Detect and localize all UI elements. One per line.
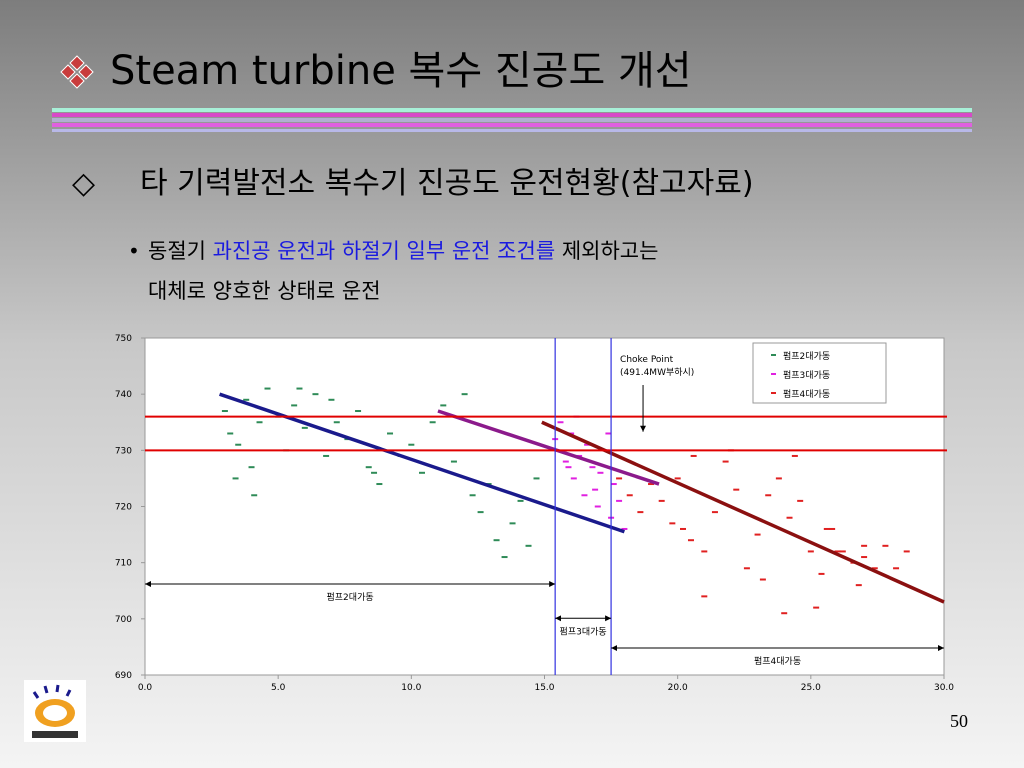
- bullet-part: 제외하고는: [555, 239, 658, 263]
- title-icon: [60, 55, 94, 89]
- y-tick-label: 690: [115, 671, 132, 681]
- slide-title: Steam turbine 복수 진공도 개선: [110, 48, 692, 94]
- x-tick-label: 5.0: [271, 683, 286, 693]
- bullet-highlight: 과진공 운전과 하절기 일부 운전 조건를: [213, 239, 556, 263]
- y-tick-label: 730: [115, 446, 132, 456]
- subtitle-symbol: ◇: [72, 166, 95, 201]
- annotation-text: Choke Point: [620, 355, 674, 365]
- y-tick-label: 740: [115, 390, 132, 400]
- chart: 690 700 710 720 730 740 750 0.0 5.0 10.0 15.0 20.0 2…: [115, 334, 954, 693]
- trend-line: [541, 420, 945, 604]
- legend-label: 펌프2대가동: [783, 350, 830, 362]
- subtitle: 타 기력발전소 복수기 진공도 운전현황(참고자료): [140, 166, 754, 201]
- logo: [24, 680, 86, 742]
- y-tick-label: 720: [115, 503, 132, 513]
- x-tick-label: 25.0: [801, 683, 821, 693]
- trend-line: [437, 409, 660, 486]
- bullet-text: 동절기 과진공 운전과 하절기 일부 운전 조건를 제외하고는: [148, 239, 658, 263]
- page-number: 50: [950, 711, 968, 731]
- bullet-line2: 대체로 양호한 상태로 운전: [148, 279, 381, 303]
- y-tick-label: 700: [115, 615, 132, 625]
- annotation-text: (491.4MW부하시): [620, 367, 694, 378]
- x-tick-label: 15.0: [534, 683, 554, 693]
- legend-label: 펌프4대가동: [783, 388, 830, 400]
- range-label: 펌프3대가동: [560, 625, 607, 637]
- x-tick-label: 10.0: [401, 683, 421, 693]
- x-tick-label: 20.0: [668, 683, 688, 693]
- range-label: 펌프2대가동: [327, 591, 374, 603]
- y-tick-label: 710: [115, 559, 132, 569]
- bullet-part: 동절기: [148, 239, 213, 263]
- x-tick-label: 0.0: [138, 683, 153, 693]
- bullet: •: [128, 239, 140, 263]
- title-stripes: [52, 108, 972, 132]
- y-tick-label: 750: [115, 334, 132, 344]
- x-tick-label: 30.0: [934, 683, 954, 693]
- range-label: 펌프4대가동: [754, 655, 801, 667]
- legend-label: 펌프3대가동: [783, 369, 830, 381]
